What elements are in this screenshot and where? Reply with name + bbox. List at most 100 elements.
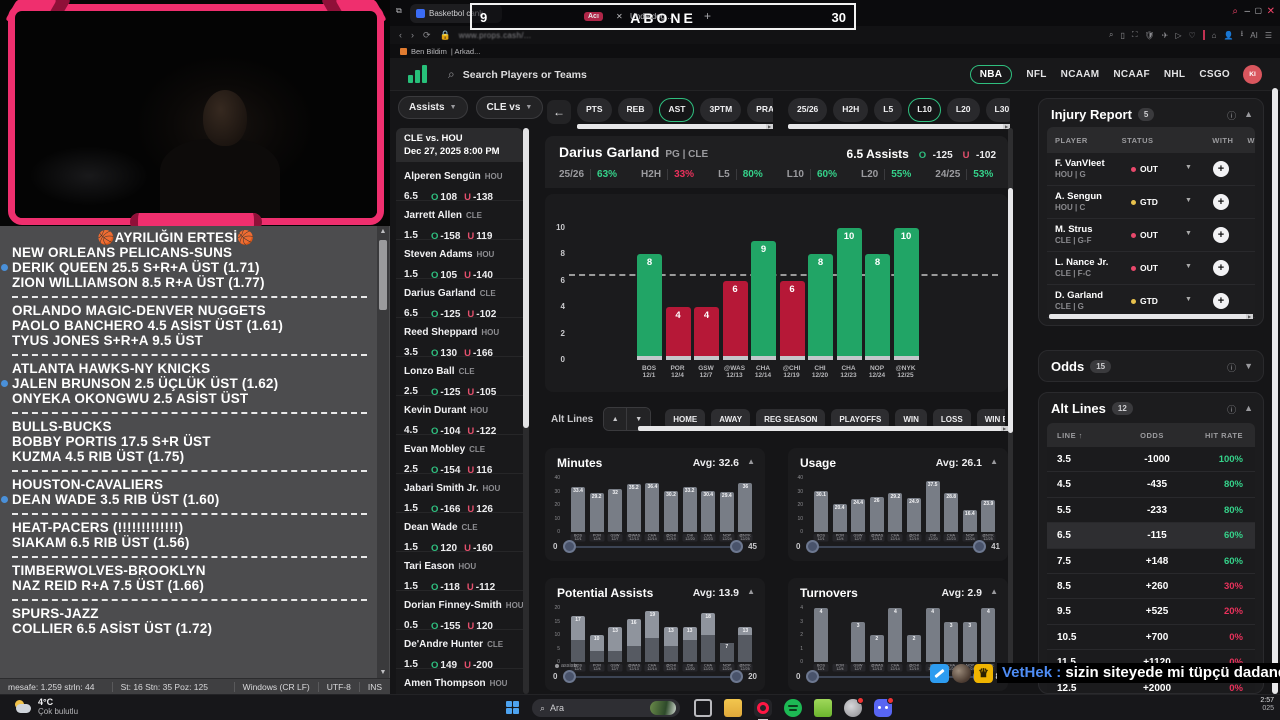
player-row[interactable]: Steven Adams HOU 1.5 O 105 U -140 (396, 240, 523, 281)
player-row[interactable]: Jarrett Allen CLE 1.5 O -158 U 119 (396, 201, 523, 242)
stat-tabs-scrollbar[interactable]: ▶ (577, 124, 773, 129)
expand-icon[interactable]: ▼ (1244, 361, 1253, 371)
mini-bar[interactable]: 4 (888, 608, 903, 662)
tab-period-l30[interactable]: L30 (985, 98, 1010, 122)
mini-bar[interactable]: 32 (608, 488, 623, 532)
collapse-icon[interactable]: ▲ (1244, 109, 1253, 119)
scrollbar-thumb[interactable] (523, 128, 529, 428)
mini-bar[interactable]: 37.5 (925, 481, 940, 532)
matchup-filter-dropdown[interactable]: CLE vs ▼ (475, 96, 544, 119)
close-button[interactable]: ✕ (1266, 6, 1275, 17)
notepad-app-icon[interactable] (814, 699, 832, 717)
game-bar[interactable]: 8 (865, 254, 890, 360)
mini-bar[interactable]: 3 (944, 621, 959, 662)
range-slider[interactable]: 0 41 (796, 540, 1000, 553)
mini-bar[interactable]: 24.4 (851, 499, 866, 532)
mini-bar[interactable]: 4 (814, 608, 828, 662)
maximize-button[interactable]: ▢ (1254, 6, 1262, 15)
league-tab-nfl[interactable]: NFL (1026, 69, 1047, 80)
tab-period-l10[interactable]: L10 (908, 98, 941, 122)
opera-gx-icon[interactable] (754, 699, 772, 720)
minimize-button[interactable]: – (1244, 6, 1250, 17)
tab-period-h2h[interactable]: H2H (833, 98, 869, 122)
mini-bar[interactable]: 13 (682, 626, 697, 662)
game-bar[interactable]: 9 (751, 241, 776, 360)
player-row[interactable]: Dorian Finney-Smith HOU 0.5 O -155 U 120 (396, 591, 523, 632)
mini-bar[interactable]: 18 (701, 613, 716, 662)
spotify-icon[interactable] (784, 699, 802, 717)
url-text[interactable]: www.props.cash/... (458, 30, 532, 40)
player-row[interactable]: Dean Wade CLE 1.5 O 120 U -160 (396, 513, 523, 554)
app-icon[interactable] (844, 697, 864, 717)
league-tab-nba[interactable]: NBA (969, 65, 1013, 84)
mini-bar[interactable]: 16 (626, 618, 641, 662)
task-view-icon[interactable] (694, 699, 712, 717)
status-insert-mode[interactable]: INS (367, 681, 382, 692)
add-with-button[interactable]: + (1213, 161, 1229, 177)
alt-line-row[interactable]: 7.5 +148 60% (1047, 548, 1255, 574)
home-icon[interactable]: ⌂ (1211, 30, 1217, 40)
player-list-scrollbar[interactable] (523, 128, 529, 694)
split-filter-win[interactable]: WIN (895, 408, 927, 430)
mini-bar[interactable]: 3 (962, 621, 977, 662)
tab-period-2526[interactable]: 25/26 (788, 98, 828, 122)
tab-stat-3ptm[interactable]: 3PTM (700, 98, 742, 122)
mini-bar[interactable]: 29.2 (589, 492, 604, 532)
chevron-down-icon[interactable]: ▼ (1185, 230, 1192, 237)
split-filter-reg-season[interactable]: REG SEASON (756, 408, 826, 430)
league-tab-ncaaf[interactable]: NCAAF (1113, 69, 1150, 80)
split-filters-scrollbar[interactable]: ▶ (638, 426, 1008, 431)
add-with-button[interactable]: + (1213, 227, 1229, 243)
props-logo-icon[interactable] (408, 65, 430, 83)
profile-icon[interactable]: 👤 (1223, 30, 1234, 40)
split-filter-away[interactable]: AWAY (711, 408, 751, 430)
stat-filter-dropdown[interactable]: Assists ▼ (398, 96, 468, 119)
add-with-button[interactable]: + (1213, 194, 1229, 210)
chevron-down-icon[interactable]: ▼ (1185, 197, 1192, 204)
alt-line-row[interactable]: 10.5 +700 0% (1047, 624, 1255, 651)
mini-bar[interactable]: 30.1 (814, 491, 828, 532)
game-bar[interactable]: 10 (836, 228, 862, 360)
split-filter-home[interactable]: HOME (665, 408, 706, 430)
bookmark-item-2[interactable]: | Arkad... (450, 46, 481, 56)
phone-icon[interactable]: ▯ (1120, 30, 1125, 40)
mini-bar[interactable]: 19 (645, 610, 660, 662)
scroll-down-icon[interactable]: ▼ (379, 669, 387, 676)
mini-bar[interactable]: 4 (925, 608, 940, 662)
alt-line-row[interactable]: 4.5 -435 80% (1047, 472, 1255, 498)
add-with-button[interactable]: + (1213, 260, 1229, 276)
chat-username[interactable]: VetHek : (1002, 664, 1062, 681)
mini-bar[interactable]: 30.4 (701, 490, 716, 532)
line-down-icon[interactable]: ▼ (627, 408, 651, 430)
mini-bar[interactable]: 2 (869, 635, 884, 662)
shield-icon[interactable]: 🛡 (1144, 30, 1155, 40)
zoom-icon[interactable]: ⌕ (1108, 30, 1114, 39)
player-row[interactable]: Tari Eason HOU 1.5 O -118 U -112 (396, 552, 523, 593)
scroll-up-icon[interactable]: ▲ (379, 228, 387, 235)
new-tab-icon[interactable]: + (704, 9, 712, 23)
start-button[interactable] (506, 701, 520, 715)
status-encoding[interactable]: UTF-8 (319, 681, 360, 692)
mini-bar[interactable]: 17 (571, 616, 585, 662)
split-filter-loss[interactable]: LOSS (932, 408, 971, 430)
discord-icon[interactable] (874, 697, 894, 717)
player-row[interactable]: Darius Garland CLE 6.5 O -125 U -102 (396, 279, 523, 320)
collapse-icon[interactable]: ▲ (747, 587, 755, 596)
player-search[interactable]: ⌕ Search Players or Teams (448, 58, 587, 91)
file-explorer-icon[interactable] (724, 699, 742, 717)
league-tab-csgo[interactable]: CSGO (1199, 69, 1230, 80)
search-highlight-thumbnail[interactable] (650, 701, 676, 715)
avatar[interactable]: KI (1243, 65, 1262, 84)
mini-bar[interactable]: 29.2 (888, 492, 903, 532)
browser-tab-underdog[interactable]: Underdog... (630, 12, 672, 21)
mini-bar[interactable]: 36 (738, 483, 753, 532)
info-icon[interactable]: ⓘ (1227, 405, 1237, 415)
tab-stat-reb[interactable]: REB (617, 98, 654, 122)
odds-panel[interactable]: Odds 15 ⓘ ▼ (1038, 350, 1264, 382)
player-row[interactable]: Jabari Smith Jr. HOU 1.5 O -166 U 126 (396, 474, 523, 515)
status-eol[interactable]: Windows (CR LF) (235, 681, 319, 692)
range-slider[interactable]: 0 45 (553, 540, 757, 553)
page-scrollbar[interactable] (1272, 88, 1278, 694)
mini-bar[interactable]: 4 (981, 608, 996, 662)
